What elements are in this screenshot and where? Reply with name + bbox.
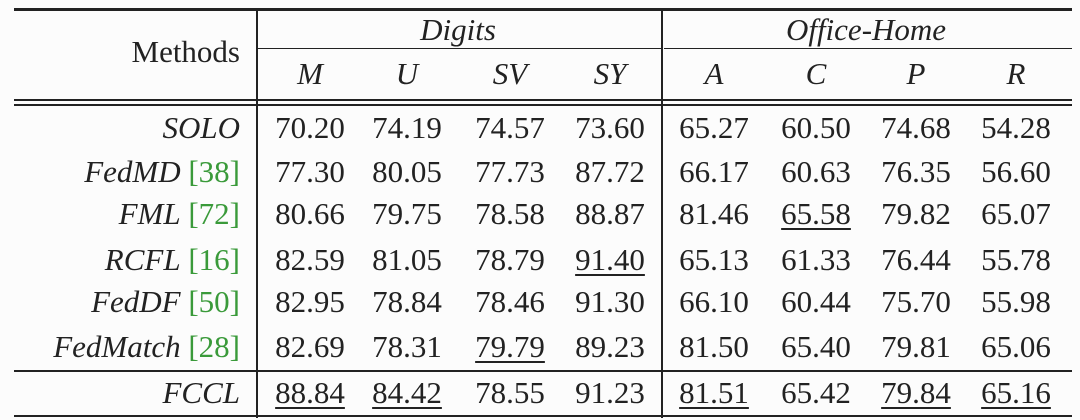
cell: 70.20 <box>275 110 345 145</box>
column-header: A <box>704 56 724 91</box>
column-header: R <box>1006 56 1026 91</box>
cell: 65.06 <box>981 329 1051 364</box>
cell: 78.58 <box>475 196 545 231</box>
group-rule <box>664 48 1072 49</box>
cell: 80.05 <box>372 154 442 189</box>
cell: 78.55 <box>475 375 545 410</box>
cell: 88.84 <box>275 375 345 410</box>
cell: 74.68 <box>881 110 951 145</box>
group-header: Digits <box>420 12 496 47</box>
cell: 79.84 <box>881 375 951 410</box>
cell: 77.30 <box>275 154 345 189</box>
method: FCCL <box>162 375 240 410</box>
method: FML <box>118 196 181 231</box>
cell: 78.31 <box>372 329 442 364</box>
method: FedDF <box>91 284 181 319</box>
cell: 79.81 <box>881 329 951 364</box>
cell: 74.19 <box>372 110 442 145</box>
cell: 91.23 <box>575 375 645 410</box>
cell: 60.63 <box>781 154 851 189</box>
method-name: RCFL [16] <box>105 242 240 278</box>
header-rule <box>14 99 1072 101</box>
top-rule <box>14 8 1072 11</box>
cell: 81.05 <box>372 242 442 277</box>
column-rule <box>256 8 258 418</box>
cell: 65.16 <box>981 375 1051 410</box>
cell: 89.23 <box>575 329 645 364</box>
cell: 87.72 <box>575 154 645 189</box>
cell: 65.58 <box>781 196 851 231</box>
column-rule <box>661 8 663 418</box>
column-header: SV <box>492 56 528 91</box>
cell: 60.44 <box>781 284 851 319</box>
cell: 91.40 <box>575 242 645 277</box>
methods-header: Methods <box>131 34 241 69</box>
cell: 81.50 <box>679 329 749 364</box>
method-name: FedMatch [28] <box>53 329 240 365</box>
cell: 79.75 <box>372 196 442 231</box>
column-header: SY <box>593 56 627 91</box>
citation: [72] <box>188 196 240 231</box>
cell: 65.27 <box>679 110 749 145</box>
cell: 54.28 <box>981 110 1051 145</box>
cell: 66.17 <box>679 154 749 189</box>
cell: 79.79 <box>475 329 545 364</box>
cell: 78.84 <box>372 284 442 319</box>
method-name: SOLO <box>162 110 240 146</box>
method: RCFL <box>104 242 181 277</box>
cell: 76.35 <box>881 154 951 189</box>
bottom-rule <box>14 415 1072 417</box>
cell: 60.50 <box>781 110 851 145</box>
group-rule <box>258 48 661 49</box>
column-header: U <box>395 56 419 91</box>
cell: 55.78 <box>981 242 1051 277</box>
cell: 73.60 <box>575 110 645 145</box>
method-name: FML [72] <box>119 196 240 232</box>
method: SOLO <box>162 110 240 145</box>
column-header: P <box>906 56 926 91</box>
cell: 79.82 <box>881 196 951 231</box>
cell: 65.07 <box>981 196 1051 231</box>
cell: 78.46 <box>475 284 545 319</box>
cell: 74.57 <box>475 110 545 145</box>
cell: 65.40 <box>781 329 851 364</box>
cell: 80.66 <box>275 196 345 231</box>
cell: 75.70 <box>881 284 951 319</box>
cell: 65.13 <box>679 242 749 277</box>
header-rule <box>14 104 1072 106</box>
column-header: C <box>805 56 827 91</box>
citation: [38] <box>188 154 240 189</box>
method: FedMD <box>84 154 181 189</box>
cell: 77.73 <box>475 154 545 189</box>
cell: 55.98 <box>981 284 1051 319</box>
cell: 78.79 <box>475 242 545 277</box>
cell: 82.95 <box>275 284 345 319</box>
cell: 82.69 <box>275 329 345 364</box>
method-name: FCCL <box>162 375 240 411</box>
body-rule <box>14 370 1072 372</box>
method: FedMatch <box>53 329 181 364</box>
citation: [50] <box>188 284 240 319</box>
group-header: Office-Home <box>785 12 947 47</box>
cell: 65.42 <box>781 375 851 410</box>
cell: 84.42 <box>372 375 442 410</box>
cell: 82.59 <box>275 242 345 277</box>
cell: 88.87 <box>575 196 645 231</box>
method-name: FedDF [50] <box>91 284 240 320</box>
cell: 66.10 <box>679 284 749 319</box>
cell: 81.46 <box>679 196 749 231</box>
cell: 61.33 <box>781 242 851 277</box>
column-header: M <box>297 56 323 91</box>
cell: 76.44 <box>881 242 951 277</box>
cell: 81.51 <box>679 375 749 410</box>
citation: [16] <box>188 242 240 277</box>
method-name: FedMD [38] <box>84 154 240 190</box>
cell: 56.60 <box>981 154 1051 189</box>
cell: 91.30 <box>575 284 645 319</box>
citation: [28] <box>188 329 240 364</box>
